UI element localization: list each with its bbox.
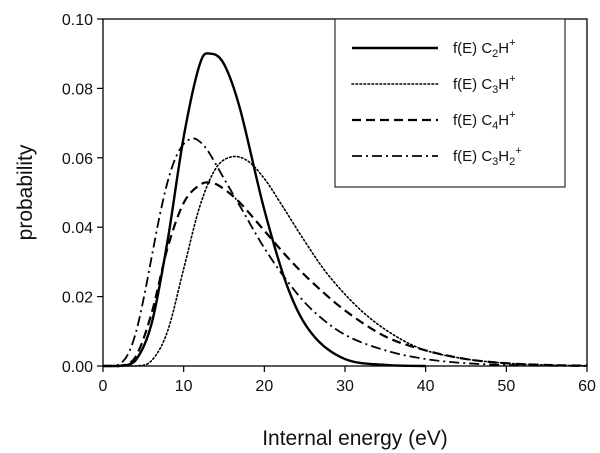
x-tick-label: 30: [336, 378, 354, 395]
y-tick-label: 0.02: [62, 290, 93, 307]
series-line-3: [103, 181, 588, 368]
y-tick-label: 0.10: [62, 12, 93, 29]
x-tick-label: 50: [497, 378, 515, 395]
x-tick-label: 10: [175, 378, 193, 395]
legend-box: [334, 18, 566, 188]
legend-label-4: f(E) C3H2+: [453, 145, 522, 168]
y-axis-label: probability: [14, 144, 37, 240]
legend-label-3: f(E) C4H+: [453, 109, 516, 132]
y-tick-label: 0.06: [62, 151, 93, 168]
y-axis: 0.00 0.02 0.04 0.06 0.08 0.10: [62, 12, 103, 376]
legend-label-1: f(E) C2H+: [453, 37, 516, 60]
series-layer: [102, 52, 588, 368]
legend: f(E) C2H+ f(E) C3H+ f(E) C4H+ f(E) C3H2+: [334, 18, 566, 188]
y-tick-label: 0.04: [62, 220, 93, 237]
series-line-1: [103, 52, 426, 368]
x-axis: 0 10 20 30 40 50 60: [99, 366, 596, 395]
x-tick-label: 0: [99, 378, 108, 395]
x-axis-label: Internal energy (eV): [262, 427, 448, 450]
legend-label-2: f(E) C3H+: [453, 73, 516, 96]
x-tick-label: 60: [578, 378, 596, 395]
y-tick-label: 0.00: [62, 359, 93, 376]
y-tick-label: 0.08: [62, 81, 93, 98]
x-tick-label: 20: [255, 378, 273, 395]
x-tick-label: 40: [417, 378, 435, 395]
